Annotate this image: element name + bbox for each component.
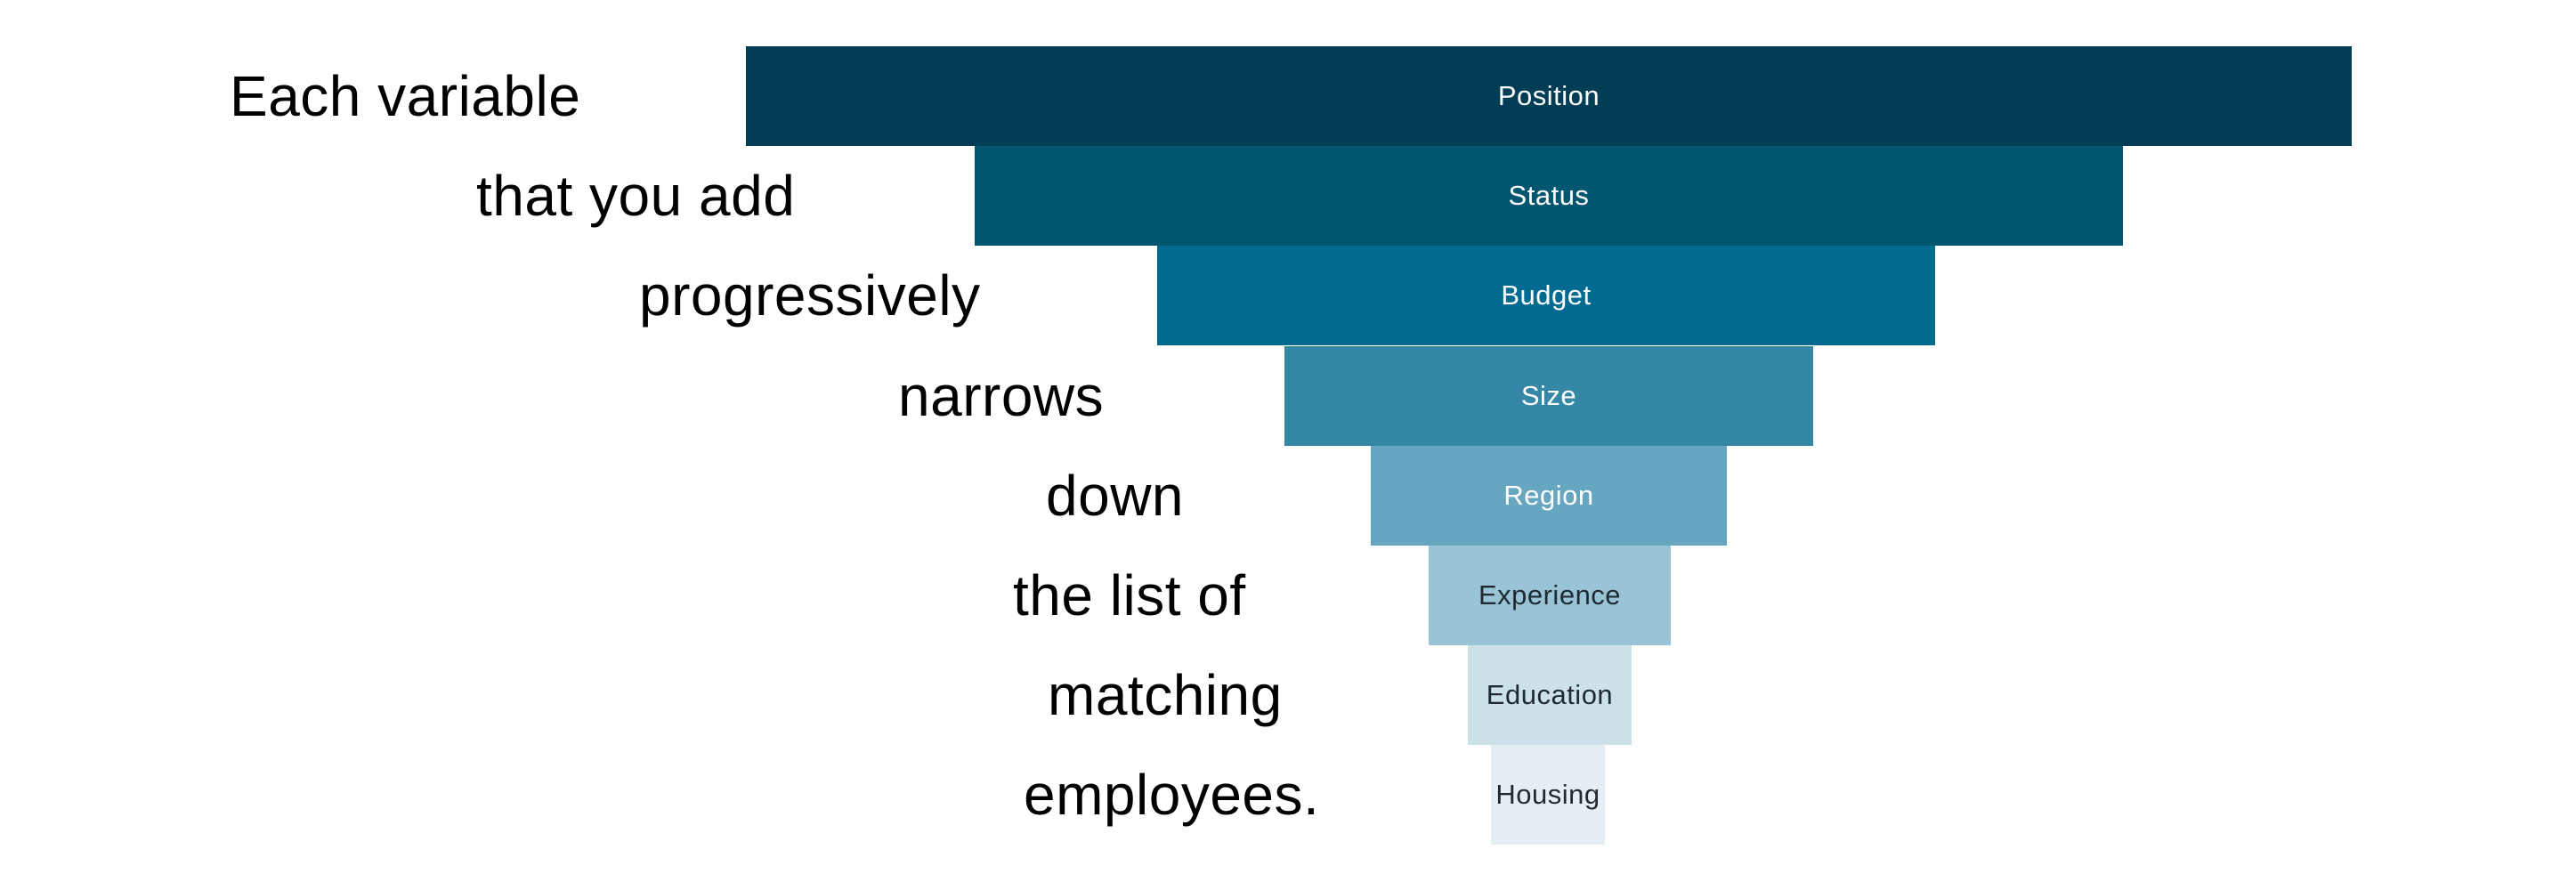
funnel-stage-label: Housing bbox=[1495, 779, 1600, 810]
funnel-stage-status: Status bbox=[975, 146, 2123, 246]
funnel-stage-label: Position bbox=[1497, 80, 1600, 111]
caption-line-2: that you add bbox=[476, 164, 796, 228]
funnel-stage-label: Education bbox=[1486, 679, 1614, 710]
funnel-stage-region: Region bbox=[1371, 446, 1727, 546]
funnel-stage-education: Education bbox=[1468, 645, 1632, 745]
caption-line-3: progressively bbox=[639, 263, 981, 328]
funnel-stage-experience: Experience bbox=[1429, 546, 1671, 645]
funnel-stage-budget: Budget bbox=[1157, 246, 1935, 345]
caption-line-5: down bbox=[1046, 464, 1184, 528]
funnel-stage-label: Budget bbox=[1501, 279, 1592, 311]
funnel-stage-label: Size bbox=[1520, 380, 1577, 411]
caption-line-6: the list of bbox=[1013, 563, 1246, 627]
funnel-stage-position: Position bbox=[746, 46, 2352, 146]
funnel-stage-label: Experience bbox=[1478, 579, 1622, 611]
caption-line-4: narrows bbox=[898, 364, 1105, 428]
caption-line-1: Each variable bbox=[230, 64, 581, 128]
funnel-stage-label: Region bbox=[1503, 480, 1594, 511]
funnel-stage-label: Status bbox=[1508, 180, 1590, 211]
funnel-stage-housing: Housing bbox=[1491, 745, 1605, 845]
funnel-stage-size: Size bbox=[1284, 346, 1813, 446]
caption-line-8: employees. bbox=[1024, 763, 1320, 827]
caption-line-7: matching bbox=[1048, 663, 1283, 727]
